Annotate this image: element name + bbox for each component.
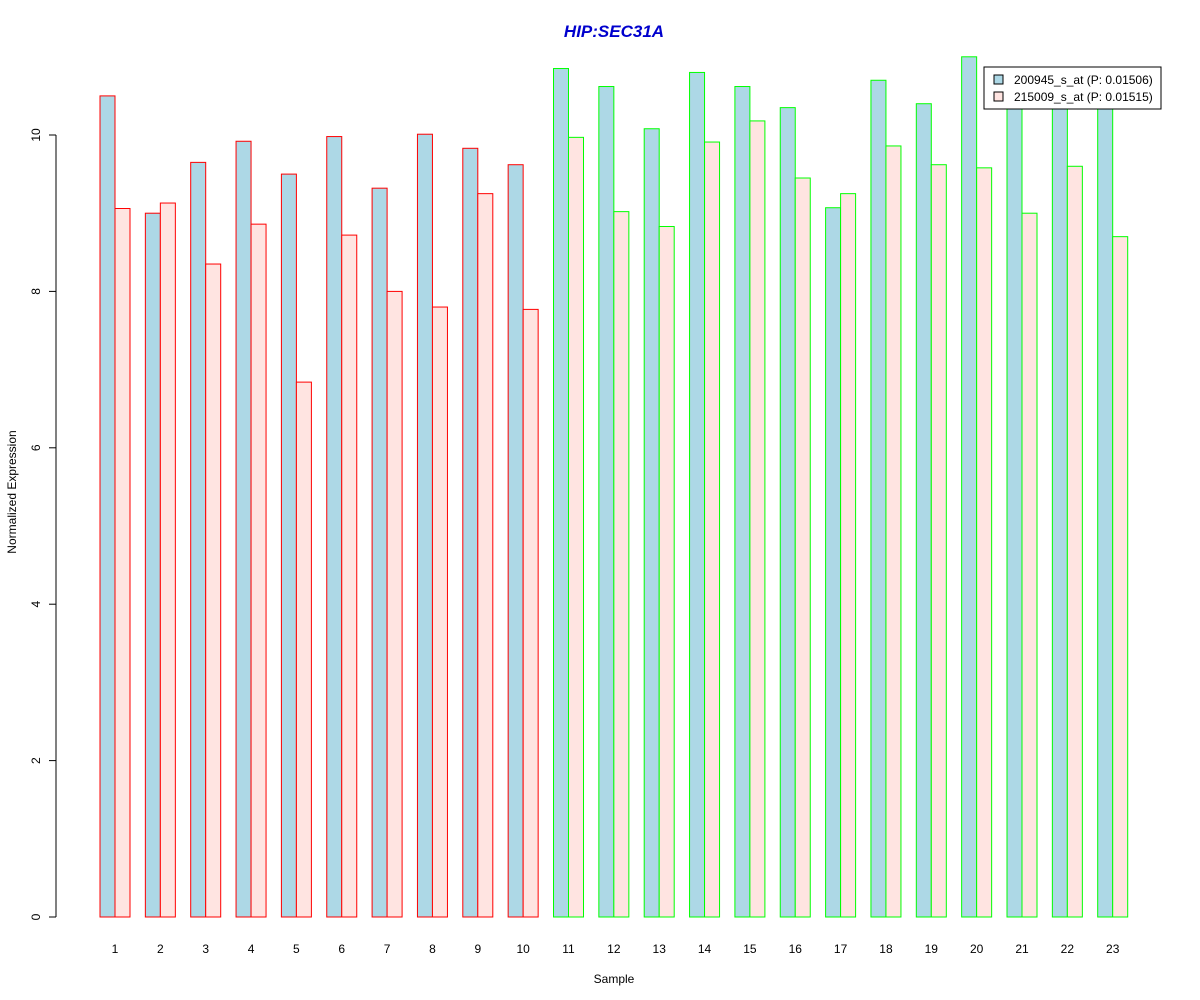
bar-sample-11-series-1 [553, 68, 569, 918]
chart-title: HIP:SEC31A [564, 22, 664, 41]
x-tick-label: 1 [112, 942, 119, 956]
x-tick-label: 19 [925, 942, 939, 956]
y-tick-label: 10 [29, 128, 43, 142]
x-tick-label: 12 [607, 942, 621, 956]
legend-box [983, 66, 1162, 110]
x-tick-label: 5 [293, 942, 300, 956]
bar-sample-15-series-1 [734, 86, 751, 918]
bar-sample-22-series-1 [1051, 107, 1068, 918]
x-tick-label: 4 [248, 942, 255, 956]
bar-sample-20-series-2 [976, 167, 993, 918]
bar-sample-21-series-1 [1006, 107, 1023, 918]
bar-sample-20-series-1 [961, 56, 978, 918]
bar-sample-6-series-1 [326, 136, 343, 918]
bar-sample-16-series-2 [794, 177, 811, 918]
x-tick-labels: 1 2 3 4 5 6 7 8 9 10 11 12 13 14 15 16 17 18 19 20 21 22 23 [112, 942, 1120, 956]
bar-sample-3-series-2 [205, 263, 222, 918]
bar-sample-1-series-2 [114, 208, 131, 918]
bar-sample-13-series-1 [643, 128, 660, 918]
bar-sample-18-series-2 [885, 145, 902, 918]
x-tick-label: 10 [516, 942, 530, 956]
bar-sample-7-series-1 [371, 187, 388, 918]
bar-sample-7-series-2 [386, 290, 403, 918]
bar-sample-15-series-2 [749, 120, 766, 918]
legend-swatch-series-1 [993, 74, 1004, 85]
x-axis-label: Sample [594, 972, 635, 986]
x-tick-label: 6 [338, 942, 345, 956]
bar-sample-12-series-1 [598, 86, 615, 918]
x-tick-label: 9 [474, 942, 481, 956]
legend-label-series-2: 215009_s_at (P: 0.01515) [1014, 90, 1153, 104]
bar-sample-14-series-2 [704, 141, 721, 918]
bar-sample-22-series-2 [1066, 165, 1083, 918]
legend-swatch-series-2 [993, 91, 1004, 102]
bar-sample-9-series-1 [462, 147, 479, 918]
y-axis: 0 2 4 6 8 10 [29, 128, 57, 920]
x-tick-label: 14 [698, 942, 712, 956]
y-tick-label: 0 [29, 913, 43, 920]
bar-sample-8-series-2 [431, 306, 448, 918]
x-tick-label: 8 [429, 942, 436, 956]
bar-sample-4-series-1 [235, 140, 252, 918]
bar-sample-23-series-1 [1097, 107, 1114, 918]
x-tick-label: 18 [879, 942, 893, 956]
legend-label-series-1: 200945_s_at (P: 0.01506) [1014, 73, 1153, 87]
x-tick-label: 7 [384, 942, 391, 956]
x-tick-label: 21 [1015, 942, 1029, 956]
bar-sample-5-series-1 [280, 173, 297, 918]
y-axis-label: Normalized Expression [5, 430, 19, 553]
y-tick-label: 2 [29, 757, 43, 764]
bar-sample-11-series-2 [568, 136, 584, 918]
bar-sample-6-series-2 [341, 234, 358, 918]
x-tick-label: 15 [743, 942, 757, 956]
bar-sample-17-series-1 [825, 207, 842, 918]
bar-sample-3-series-1 [190, 161, 207, 918]
x-tick-label: 22 [1061, 942, 1075, 956]
bar-sample-5-series-2 [295, 381, 312, 918]
bar-sample-19-series-1 [915, 103, 932, 918]
bar-sample-19-series-2 [930, 164, 947, 918]
bar-sample-9-series-2 [477, 193, 494, 918]
x-tick-label: 16 [789, 942, 803, 956]
bar-sample-8-series-1 [416, 133, 433, 918]
x-tick-label: 23 [1106, 942, 1120, 956]
y-tick-label: 6 [29, 444, 43, 451]
x-tick-label: 13 [653, 942, 667, 956]
x-tick-label: 2 [157, 942, 164, 956]
bar-sample-10-series-2 [522, 308, 539, 918]
x-tick-label: 11 [562, 942, 575, 956]
bar-sample-18-series-1 [870, 79, 887, 918]
y-tick-label: 8 [29, 288, 43, 295]
bar-sample-13-series-2 [658, 225, 675, 918]
y-tick-label: 4 [29, 601, 43, 608]
bars [99, 56, 1129, 918]
bar-sample-14-series-1 [689, 71, 706, 918]
bar-sample-12-series-2 [613, 211, 630, 918]
legend: 200945_s_at (P: 0.01506) 215009_s_at (P:… [983, 66, 1162, 110]
x-tick-label: 17 [834, 942, 848, 956]
x-tick-label: 20 [970, 942, 984, 956]
bar-sample-10-series-1 [507, 164, 524, 918]
bar-sample-16-series-1 [779, 107, 796, 918]
x-tick-label: 3 [202, 942, 209, 956]
bar-sample-2-series-2 [159, 202, 176, 918]
bar-sample-2-series-1 [144, 212, 161, 918]
bar-sample-17-series-2 [840, 193, 857, 918]
bar-sample-21-series-2 [1021, 212, 1038, 918]
bar-sample-1-series-1 [99, 95, 116, 918]
bar-sample-23-series-2 [1112, 236, 1129, 918]
bar-sample-4-series-2 [250, 223, 267, 918]
